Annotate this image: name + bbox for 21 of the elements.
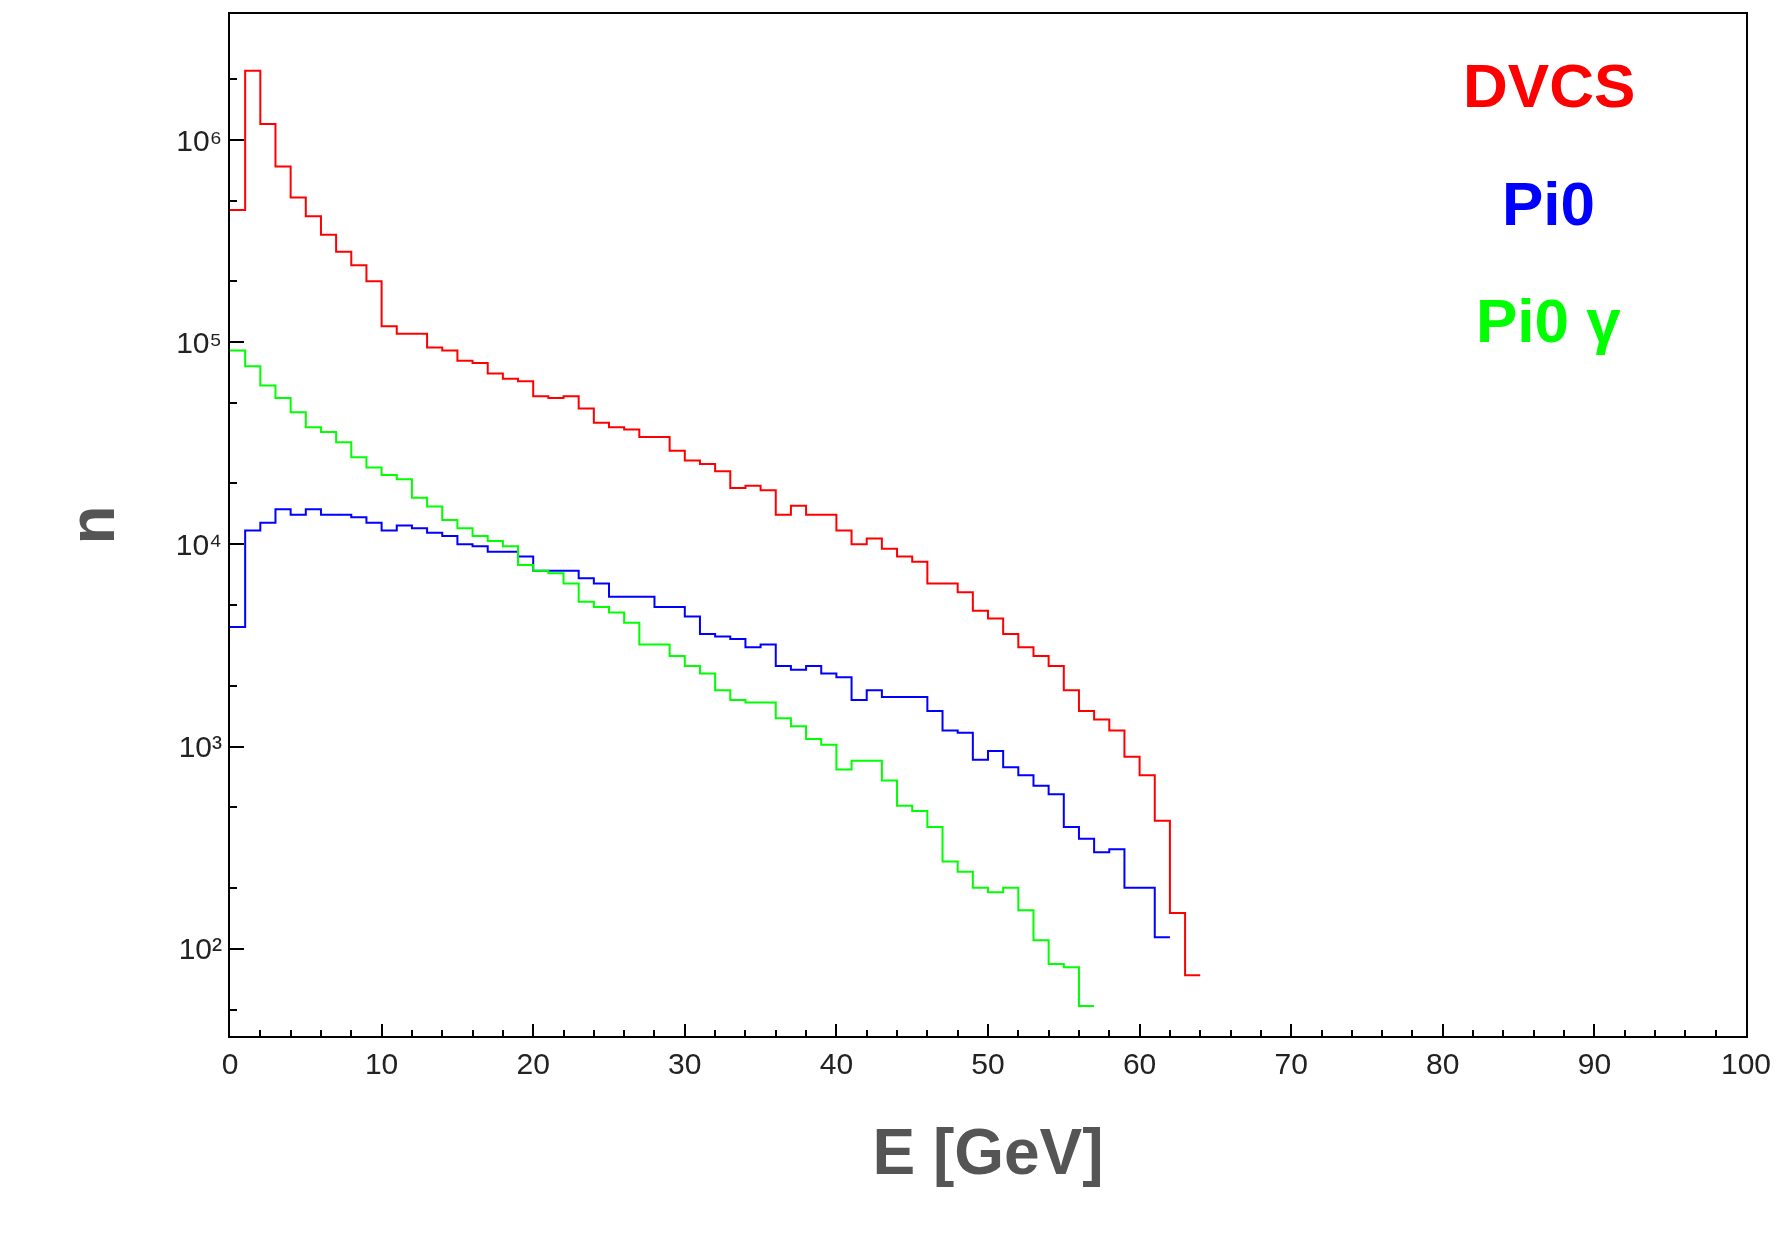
- text: DVCS: [1463, 51, 1636, 120]
- x-axis-title: E [GeV]: [872, 1115, 1104, 1188]
- x-tick-label: 30: [668, 1047, 702, 1080]
- y-tick-label: 10⁵: [176, 325, 222, 359]
- x-tick-label: 40: [819, 1047, 854, 1080]
- x-tick-label: 0: [221, 1047, 239, 1080]
- x-tick-label: 10: [364, 1047, 399, 1080]
- x-tick-label: 20: [516, 1047, 550, 1080]
- y-tick-label: 10⁶: [176, 123, 222, 157]
- x-tick-label: 80: [1426, 1047, 1460, 1080]
- x-tick-label: 100: [1720, 1047, 1772, 1080]
- text: Pi0 γ: [1476, 286, 1622, 355]
- y-tick-label: 10²: [178, 932, 223, 966]
- y-tick-label: 10⁴: [175, 527, 222, 561]
- x-tick-label: 50: [971, 1047, 1005, 1080]
- x-tick-label: 60: [1122, 1047, 1157, 1080]
- y-tick-label: 10³: [178, 730, 223, 764]
- x-tick-label: 70: [1274, 1047, 1308, 1080]
- y-axis-title: n: [56, 505, 129, 545]
- text: Pi0: [1502, 169, 1596, 238]
- x-tick-label: 90: [1577, 1047, 1612, 1080]
